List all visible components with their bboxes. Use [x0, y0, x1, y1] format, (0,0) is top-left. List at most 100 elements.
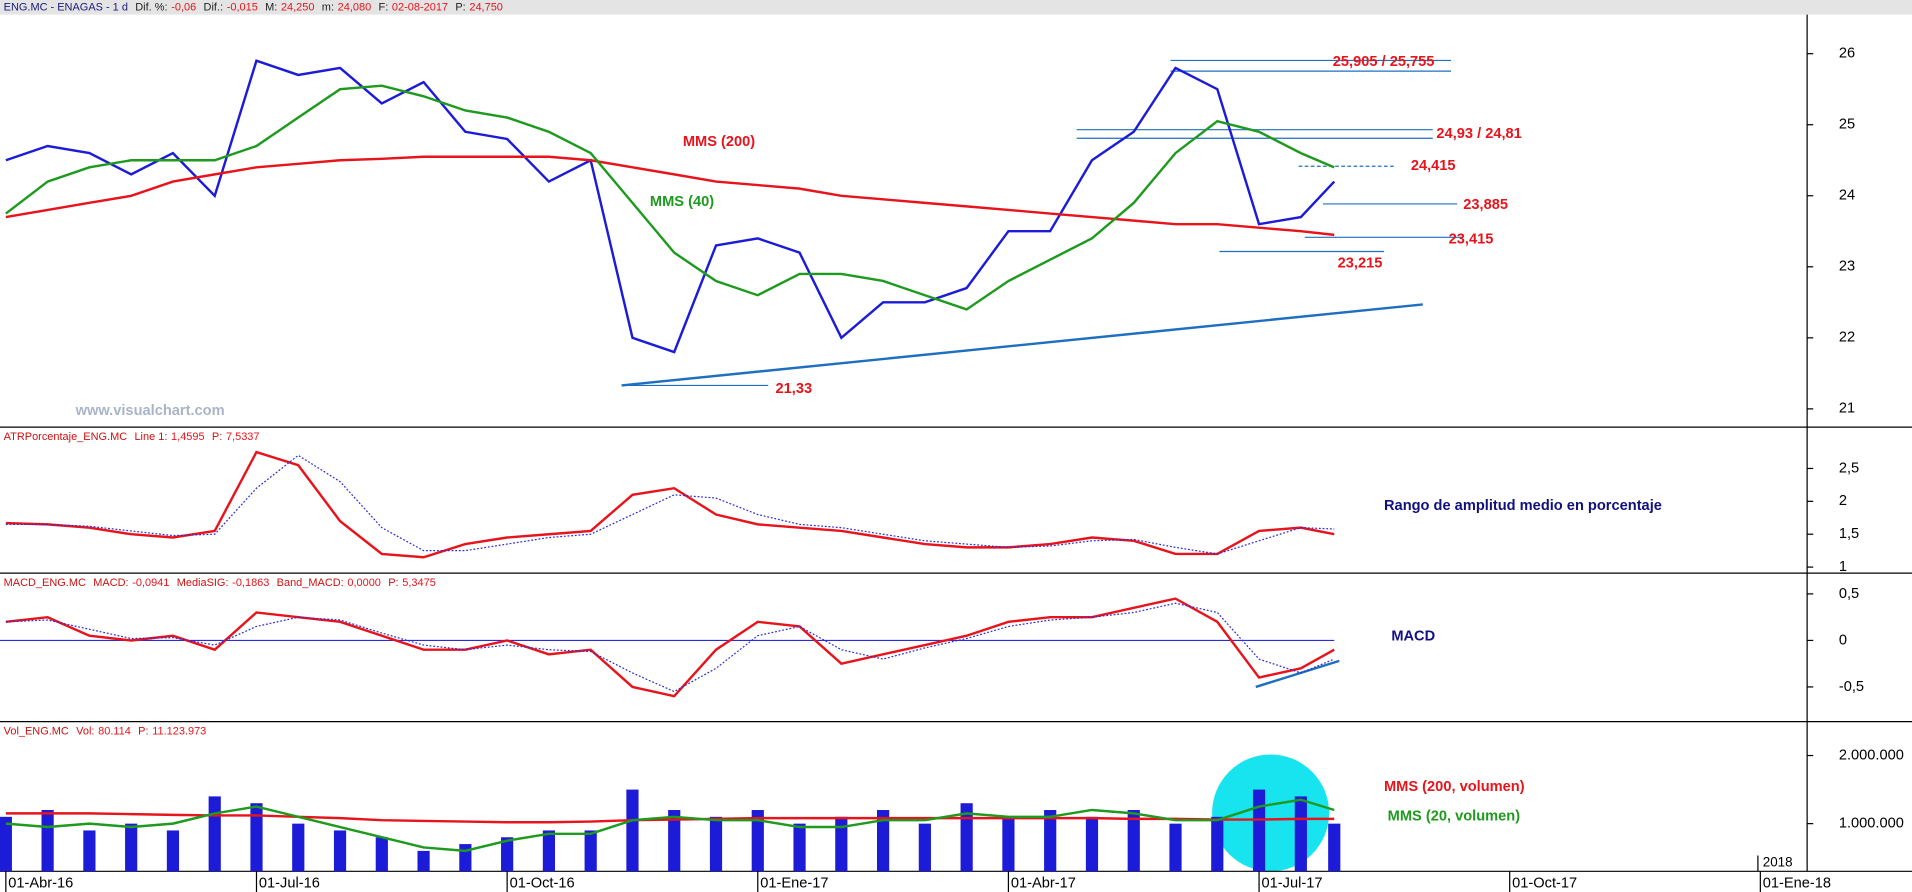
y-tick-label: 23	[1839, 259, 1855, 275]
header-name: Vol_ENG.MC	[4, 725, 69, 737]
header-field-value: 11.123.973	[152, 725, 206, 737]
header-field-label: Vol:	[76, 725, 94, 737]
header-field-value: 02-08-2017	[392, 1, 448, 13]
series-label: MMS (200, volumen)	[1384, 779, 1525, 795]
y-tick-label: 1.000.000	[1839, 816, 1904, 832]
x-tick-label: 01-Jul-16	[259, 875, 320, 891]
series-line	[5, 454, 1335, 555]
panel-header: MACD_ENG.MC MACD: -0,0941 MediaSIG: -0,1863 B…	[4, 577, 436, 589]
watermark: www.visualchart.com	[75, 403, 225, 419]
volume-bar	[1294, 796, 1307, 872]
level-label: 23,415	[1449, 232, 1494, 248]
y-tick-label: 24	[1839, 188, 1855, 204]
header-name: ENG.MC - ENAGAS - 1 d	[4, 1, 128, 13]
y-tick-label: 2	[1839, 493, 1847, 509]
series-line	[5, 798, 1335, 853]
volume-bar	[41, 810, 54, 872]
header-bar	[0, 0, 1912, 15]
volume-bar	[709, 816, 723, 872]
volume-bar	[835, 816, 848, 872]
x-tick-label: 01-Abr-17	[1011, 875, 1076, 891]
volume-bar	[751, 810, 764, 872]
series-line	[5, 84, 1335, 311]
volume-bar	[960, 803, 973, 872]
x-tick-label: 01-Jul-17	[1261, 875, 1322, 891]
volume-bar	[626, 789, 639, 872]
x-tick-label: 01-Abr-16	[8, 875, 73, 891]
volume-bar	[292, 823, 305, 872]
header-field-value: 24,080	[338, 1, 372, 13]
y-tick-label: 21	[1839, 401, 1855, 417]
header-field-label: P:	[138, 725, 148, 737]
y-tick-label: 1	[1839, 559, 1847, 575]
header-field-value: 80.114	[98, 725, 131, 737]
x-tick-label: 01-Oct-16	[510, 875, 575, 891]
header-field-value: 5,3475	[402, 577, 436, 589]
y-tick-label: -0,5	[1839, 679, 1864, 695]
series-label: MMS (20, volumen)	[1388, 808, 1521, 824]
y-tick-label: 2.000.000	[1839, 747, 1904, 763]
level-label: 25,905 / 25,755	[1333, 54, 1435, 70]
header-name: MACD_ENG.MC	[4, 577, 86, 589]
header-field-value: 24,750	[469, 1, 503, 13]
highlight-circle	[1212, 754, 1330, 872]
trendline	[1255, 659, 1340, 689]
volume-bar	[1044, 810, 1057, 872]
trendline	[621, 303, 1423, 387]
y-tick-label: 0,5	[1839, 586, 1859, 602]
volume-bar	[877, 810, 890, 872]
header-field-label: Dif. %:	[135, 1, 167, 13]
header-field-label: P:	[212, 431, 222, 443]
y-tick-label: 1,5	[1839, 526, 1859, 542]
panel-header: ATRPorcentaje_ENG.MC Line 1: 1,4595 P: 7,533…	[4, 431, 260, 443]
volume-bar	[250, 803, 263, 872]
header-field-label: Line 1:	[134, 431, 167, 443]
volume-bar	[333, 830, 347, 872]
series-line	[5, 450, 1335, 559]
volume-bar	[417, 850, 430, 872]
header-field-label: m:	[322, 1, 334, 13]
level-label: 23,885	[1463, 197, 1508, 213]
panel-header: ENG.MC - ENAGAS - 1 d Dif. %: -0,06 Dif.: -0…	[4, 1, 503, 13]
panel-note: MACD	[1391, 628, 1435, 644]
volume-bar	[1252, 789, 1266, 872]
volume-bar	[542, 830, 556, 872]
series-label: MMS (200)	[683, 134, 755, 150]
series-line	[5, 155, 1335, 237]
header-field-label: F:	[379, 1, 389, 13]
y-tick-label: 26	[1839, 46, 1855, 62]
volume-bar	[1127, 810, 1140, 872]
volume-bar	[1211, 816, 1224, 872]
volume-bar	[1169, 823, 1182, 872]
volume-bar	[1002, 816, 1015, 872]
panel-note: Rango de amplitud medio en porcentaje	[1384, 498, 1662, 514]
header-field-value: 24,250	[281, 1, 315, 13]
volume-bar	[125, 823, 138, 872]
header-field-value: 1,4595	[171, 431, 205, 443]
y-tick-label: 0	[1839, 632, 1847, 648]
series-label: MMS (40)	[650, 194, 714, 210]
level-label: 21,33	[776, 381, 813, 397]
header-field-label: P:	[455, 1, 465, 13]
volume-bar	[1085, 816, 1099, 872]
volume-bar	[166, 830, 180, 872]
level-label: 24,415	[1411, 158, 1456, 174]
y-tick-label: 22	[1839, 330, 1855, 346]
header-field-label: M:	[265, 1, 277, 13]
volume-bar	[584, 830, 597, 872]
header-name: ATRPorcentaje_ENG.MC	[4, 431, 128, 443]
volume-bar	[668, 810, 681, 872]
header-field-value: -0,1863	[232, 577, 269, 589]
volume-bar	[918, 823, 931, 872]
header-field-label: Band_MACD:	[277, 577, 344, 589]
header-field-value: 0,0000	[347, 577, 381, 589]
panel-header: Vol_ENG.MC Vol: 80.114 P: 11.123.973	[4, 725, 207, 737]
header-field-value: -0,06	[171, 1, 196, 13]
year-marker-label: 2018	[1763, 854, 1793, 869]
y-tick-label: 2,5	[1839, 460, 1859, 476]
header-field-label: MediaSIG:	[177, 577, 229, 589]
series-line	[5, 602, 1335, 693]
volume-bar	[83, 830, 96, 872]
